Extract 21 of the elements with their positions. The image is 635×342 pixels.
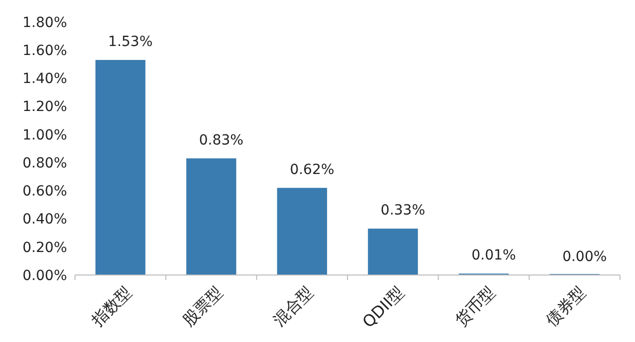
x-tick-label: 债券型 xyxy=(542,282,590,330)
data-label: 0.83% xyxy=(199,132,244,148)
x-tick-label: 货币型 xyxy=(451,282,499,330)
y-tick-label: 1.60% xyxy=(22,43,67,60)
y-tick-label: 0.80% xyxy=(22,155,67,172)
data-label: 0.00% xyxy=(562,249,607,265)
data-label: 0.62% xyxy=(290,162,334,178)
y-tick-label: 0.40% xyxy=(22,212,67,228)
y-tick-label: 1.40% xyxy=(22,71,67,88)
y-tick-label: 0.60% xyxy=(22,184,67,200)
x-tick-label: 混合型 xyxy=(269,282,317,330)
x-tick-label: 指数型 xyxy=(87,282,136,330)
y-tick-label: 0.00% xyxy=(22,268,67,284)
x-tick-label: 股票型 xyxy=(178,282,226,330)
y-tick-label: 1.00% xyxy=(22,127,67,144)
data-label: 0.33% xyxy=(380,202,426,219)
y-tick-label: 1.80% xyxy=(22,14,67,31)
data-label: 0.01% xyxy=(472,248,516,264)
y-tick-label: 0.20% xyxy=(22,240,67,256)
data-label: 1.53% xyxy=(108,34,153,50)
y-tick-label: 1.20% xyxy=(22,99,67,116)
